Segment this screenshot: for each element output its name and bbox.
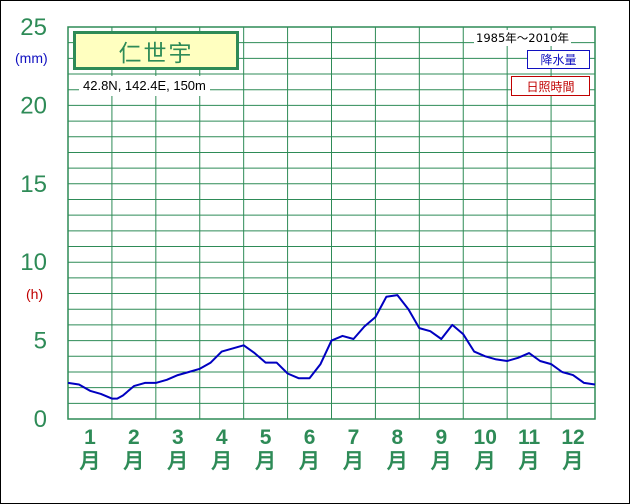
x-tick-month-number: 5 bbox=[260, 426, 272, 449]
y-tick-label: 5 bbox=[34, 328, 47, 355]
legend-sunshine: 日照時間 bbox=[511, 76, 590, 96]
x-tick-month-suffix: 月 bbox=[430, 450, 452, 473]
y-tick-label: 0 bbox=[34, 406, 47, 433]
x-tick-month-number: 12 bbox=[561, 426, 584, 449]
x-tick-month-number: 11 bbox=[518, 426, 541, 449]
y-tick-label: 15 bbox=[20, 171, 47, 198]
x-tick-month-suffix: 月 bbox=[166, 450, 188, 473]
x-tick-month-suffix: 月 bbox=[122, 450, 144, 473]
x-tick-month-number: 4 bbox=[216, 426, 228, 449]
x-tick-month-suffix: 月 bbox=[342, 450, 364, 473]
y-tick-label: 10 bbox=[20, 249, 47, 276]
x-tick-month-number: 3 bbox=[172, 426, 184, 449]
station-coordinates: 42.8N, 142.4E, 150m bbox=[79, 76, 210, 96]
x-tick-month-suffix: 月 bbox=[298, 450, 320, 473]
x-tick-month-number: 9 bbox=[435, 426, 447, 449]
x-tick-month-number: 1 bbox=[84, 426, 96, 449]
x-tick-month-suffix: 月 bbox=[474, 450, 496, 473]
y-axis: 0 5 10 15 20 25 bbox=[20, 14, 47, 433]
x-tick-month-number: 8 bbox=[392, 426, 404, 449]
series-line-precipitation bbox=[67, 294, 596, 400]
x-tick-month-number: 7 bbox=[348, 426, 360, 449]
x-tick-month-number: 10 bbox=[474, 426, 497, 449]
data-period: 1985年〜2010年 bbox=[474, 30, 572, 46]
x-tick-month-suffix: 月 bbox=[78, 450, 100, 473]
station-title: 仁世宇 bbox=[73, 31, 239, 70]
x-tick-month-number: 2 bbox=[128, 426, 140, 449]
legend-precipitation: 降水量 bbox=[527, 50, 590, 69]
y-tick-label: 20 bbox=[20, 92, 47, 119]
x-tick-month-number: 6 bbox=[304, 426, 316, 449]
y-unit-precip: (mm) bbox=[15, 50, 48, 66]
x-tick-month-suffix: 月 bbox=[386, 450, 408, 473]
x-tick-month-suffix: 月 bbox=[210, 450, 232, 473]
x-tick-month-suffix: 月 bbox=[562, 450, 584, 473]
y-unit-sun: (h) bbox=[26, 286, 43, 302]
y-tick-label: 25 bbox=[20, 14, 47, 41]
gridlines bbox=[68, 27, 595, 419]
x-tick-month-suffix: 月 bbox=[518, 450, 540, 473]
x-tick-month-suffix: 月 bbox=[254, 450, 276, 473]
